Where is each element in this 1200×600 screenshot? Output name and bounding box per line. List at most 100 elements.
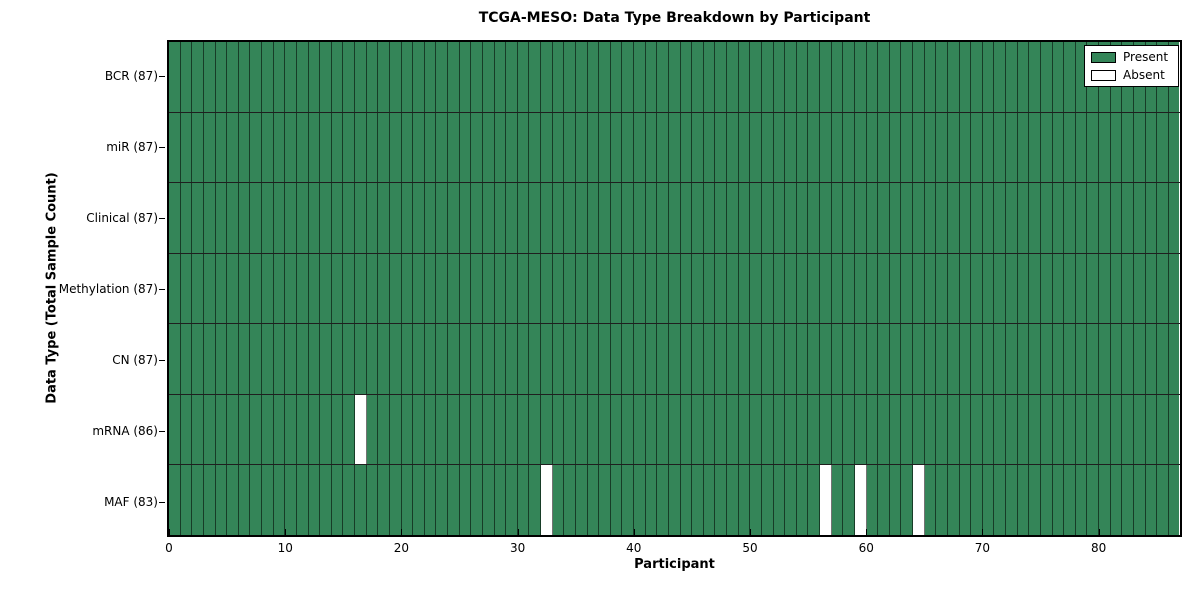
cell-present [715,112,727,183]
cell-present [459,42,472,112]
legend-label-absent: Absent [1123,68,1165,82]
cell-present [401,42,414,112]
cell-present [1157,112,1169,183]
cell-present [1017,253,1030,324]
cell-present [180,112,193,183]
cell-present [843,465,855,536]
cell-present [1064,42,1076,112]
cell-present [924,42,937,112]
cell-present [459,183,472,253]
cell-present [924,253,937,324]
cell-present [436,112,448,183]
cell-present [715,324,727,394]
cell-present [285,394,297,465]
cell-present [947,324,960,394]
x-tick-mark [517,529,519,535]
cell-present [785,112,797,183]
cell-present [843,253,855,324]
cell-present [657,183,669,253]
cell-present [866,324,879,394]
cell-present [668,183,681,253]
cell-present [971,394,983,465]
cell-present [587,465,600,536]
cell-present [634,465,646,536]
cell-present [901,183,913,253]
cell-present [529,465,541,536]
cell-present [1122,112,1134,183]
cell-present [657,42,669,112]
cell-present [343,465,355,536]
cell-present [959,465,972,536]
cell-present [703,42,716,112]
cell-present [494,253,507,324]
cell-present [169,394,181,465]
cell-present [761,465,774,536]
cell-present [1168,112,1180,183]
cell-present [901,394,913,465]
cell-present [424,324,437,394]
cell-present [1133,394,1146,465]
cell-present [494,324,507,394]
cell-present [796,253,809,324]
cell-present [634,394,646,465]
cell-present [634,253,646,324]
cell-present [645,253,658,324]
cell-present [575,253,588,324]
cell-present [761,324,774,394]
cell-present [947,394,960,465]
cell-present [192,42,204,112]
cell-present [494,394,507,465]
cell-present [1006,183,1018,253]
cell-present [308,465,321,536]
cell-present [541,253,553,324]
cell-present [924,183,937,253]
cell-present [355,253,367,324]
cell-present [296,253,309,324]
cell-present [947,42,960,112]
cell-present [424,183,437,253]
cell-present [1099,112,1111,183]
cell-present [866,465,879,536]
x-tick-mark [633,529,635,535]
cell-present [308,253,321,324]
cell-present [169,42,181,112]
cell-present [459,253,472,324]
cell-present [750,253,762,324]
cell-present [785,324,797,394]
cell-present [366,324,379,394]
cell-present [1122,183,1134,253]
cell-present [575,112,588,183]
cell-present [436,324,448,394]
cell-present [750,42,762,112]
cell-present [203,394,216,465]
cell-present [1064,465,1076,536]
cell-present [1040,253,1053,324]
cell-present [750,465,762,536]
cell-present [692,253,704,324]
cell-absent [820,465,832,536]
cell-present [854,42,867,112]
cell-present [854,324,867,394]
cell-present [471,42,483,112]
cell-present [1110,394,1123,465]
cell-present [1122,253,1134,324]
cell-present [1157,253,1169,324]
cell-present [994,465,1006,536]
cell-present [1075,394,1088,465]
cell-present [227,465,239,536]
cell-present [657,324,669,394]
cell-present [878,253,890,324]
cell-present [773,465,786,536]
cell-present [808,253,820,324]
cell-present [517,112,530,183]
cell-present [541,42,553,112]
cell-present [296,324,309,394]
cell-present [936,394,948,465]
y-tick-mark [159,360,165,361]
cell-present [634,42,646,112]
cell-present [843,394,855,465]
cell-present [320,394,332,465]
heatmap-row-MAF [169,465,1180,536]
cell-present [180,42,193,112]
cell-present [610,253,623,324]
